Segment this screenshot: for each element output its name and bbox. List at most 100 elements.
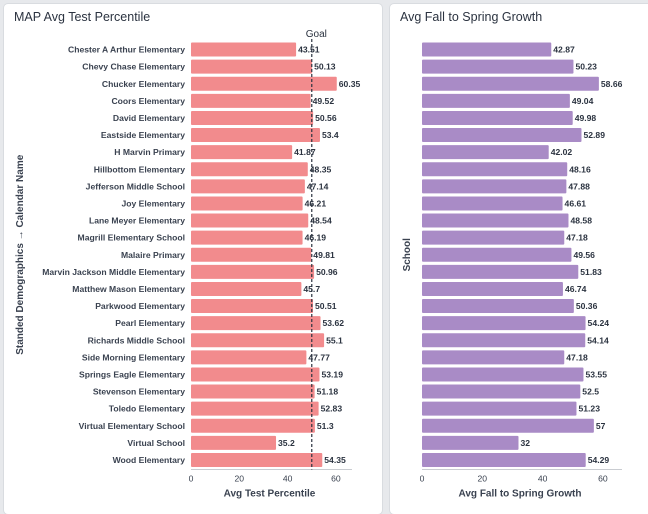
data-label: 53.19 — [321, 369, 343, 379]
bar[interactable] — [191, 350, 307, 365]
category-label: Pearl Elementary — [115, 318, 185, 328]
bar[interactable] — [422, 333, 586, 348]
category-label: Virtual Elementary School — [79, 421, 185, 431]
data-label: 32 — [520, 438, 530, 448]
bar[interactable] — [422, 76, 599, 91]
bar[interactable] — [191, 230, 303, 245]
bar[interactable] — [191, 247, 312, 262]
category-label: H Marvin Primary — [114, 147, 185, 157]
bar[interactable] — [422, 350, 565, 365]
data-label: 55.1 — [326, 335, 343, 345]
bar[interactable] — [191, 42, 297, 57]
data-label: 52.89 — [583, 130, 605, 140]
data-label: 48.35 — [310, 164, 332, 174]
bar[interactable] — [191, 110, 314, 125]
bar[interactable] — [191, 93, 311, 108]
category-label: Toledo Elementary — [109, 404, 185, 414]
data-label: 52.5 — [582, 387, 599, 397]
data-label: 57 — [596, 421, 606, 431]
data-label: 48.54 — [310, 216, 332, 226]
data-label: 50.36 — [576, 301, 598, 311]
data-label: 58.66 — [601, 79, 623, 89]
bar[interactable] — [191, 281, 302, 296]
data-label: 53.4 — [322, 130, 339, 140]
bar[interactable] — [422, 230, 565, 245]
data-label: 49.52 — [313, 96, 335, 106]
category-label: Joy Elementary — [121, 198, 185, 208]
data-label: 48.58 — [570, 216, 592, 226]
bar[interactable] — [191, 452, 323, 467]
category-label: Stevenson Elementary — [93, 387, 185, 397]
bar[interactable] — [422, 59, 574, 74]
category-label: Richards Middle School — [88, 335, 185, 345]
bar[interactable] — [191, 333, 325, 348]
bar[interactable] — [422, 247, 572, 262]
bar[interactable] — [191, 299, 314, 314]
bar[interactable] — [422, 145, 549, 160]
bar[interactable] — [422, 110, 573, 125]
bar[interactable] — [191, 76, 337, 91]
category-label: Lane Meyer Elementary — [89, 216, 185, 226]
bar[interactable] — [191, 59, 313, 74]
bar[interactable] — [191, 128, 320, 143]
bar[interactable] — [422, 281, 563, 296]
bar[interactable] — [422, 435, 519, 450]
bar[interactable] — [191, 162, 308, 177]
category-label: Chucker Elementary — [102, 79, 185, 89]
category-label: Chester A Arthur Elementary — [68, 45, 185, 55]
data-label: 47.18 — [566, 352, 588, 362]
bar[interactable] — [191, 316, 321, 331]
x-tick-label: 20 — [235, 474, 245, 484]
data-label: 54.29 — [588, 455, 610, 465]
bar[interactable] — [422, 264, 579, 279]
chart-title: Avg Fall to Spring Growth — [400, 10, 543, 24]
bar[interactable] — [422, 401, 577, 416]
x-tick-label: 20 — [478, 474, 488, 484]
bar[interactable] — [422, 196, 563, 211]
bar[interactable] — [422, 179, 567, 194]
bar[interactable] — [191, 213, 309, 228]
data-label: 50.56 — [315, 113, 337, 123]
bar[interactable] — [191, 418, 315, 433]
data-label: 41.87 — [294, 147, 316, 157]
data-label: 47.77 — [308, 352, 330, 362]
chart-title: MAP Avg Test Percentile — [14, 10, 151, 24]
bar[interactable] — [422, 42, 552, 57]
bar[interactable] — [191, 367, 320, 382]
bar[interactable] — [191, 264, 315, 279]
category-label: Jefferson Middle School — [86, 181, 185, 191]
category-label: Hillbottom Elementary — [94, 164, 185, 174]
category-label: Springs Eagle Elementary — [79, 369, 185, 379]
bar[interactable] — [422, 384, 581, 399]
bar[interactable] — [191, 384, 315, 399]
data-label: 54.35 — [324, 455, 346, 465]
data-label: 54.14 — [587, 335, 609, 345]
data-label: 50.13 — [314, 62, 336, 72]
bar[interactable] — [422, 93, 570, 108]
bar[interactable] — [191, 179, 305, 194]
bar[interactable] — [422, 367, 584, 382]
x-tick-label: 40 — [538, 474, 548, 484]
data-label: 49.81 — [313, 250, 335, 260]
bar[interactable] — [422, 213, 569, 228]
y-axis-title: School — [402, 238, 413, 272]
goal-label: Goal — [306, 29, 327, 40]
data-label: 45.7 — [303, 284, 320, 294]
bar[interactable] — [422, 162, 568, 177]
bar[interactable] — [422, 299, 574, 314]
bar[interactable] — [191, 196, 303, 211]
bar[interactable] — [191, 401, 319, 416]
bar[interactable] — [191, 435, 277, 450]
data-label: 50.51 — [315, 301, 337, 311]
bar[interactable] — [422, 316, 586, 331]
x-tick-label: 60 — [598, 474, 608, 484]
avg-growth-panel: Avg Fall to Spring Growth School 42.87 50.… — [390, 4, 648, 514]
bar[interactable] — [422, 452, 586, 467]
x-tick-label: 0 — [189, 474, 194, 484]
bar[interactable] — [422, 418, 594, 433]
data-label: 47.88 — [568, 181, 590, 191]
bar[interactable] — [422, 128, 582, 143]
category-label: Matthew Mason Elementary — [72, 284, 185, 294]
bar[interactable] — [191, 145, 293, 160]
test-percentile-bar-chart: Standed Demographics → Calendar Name Ches… — [15, 29, 360, 500]
